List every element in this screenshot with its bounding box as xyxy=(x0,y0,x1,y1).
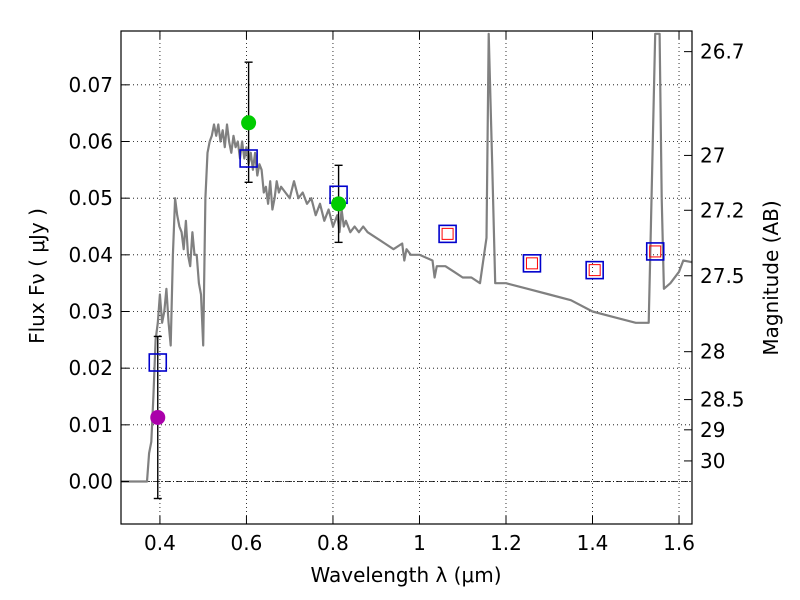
y-tick-label: 0.04 xyxy=(68,243,113,267)
magnitude-tick-label: 27.2 xyxy=(700,198,745,222)
y-tick-label: 0.02 xyxy=(68,356,113,380)
photometry-square-marker xyxy=(522,254,542,273)
measurement-point xyxy=(241,115,257,131)
y-tick-label: 0.03 xyxy=(68,300,113,324)
plot-frame xyxy=(120,30,693,525)
y-tick-label: 0.01 xyxy=(68,413,113,437)
grid-lines xyxy=(121,31,692,524)
y-axis-title: Flux Fν ( μJy ) xyxy=(25,208,49,344)
magnitude-tick-label: 30 xyxy=(700,449,725,473)
y-axis-ticks: 0.00 0.01 0.02 0.03 0.04 0.05 0.06 0.07 xyxy=(68,73,129,494)
y-tick-label: 0.00 xyxy=(68,470,113,494)
data-markers xyxy=(148,115,665,425)
photometry-inner-square-marker xyxy=(525,257,538,270)
photometry-square-marker xyxy=(148,353,168,372)
x-tick-label: 1 xyxy=(413,531,426,555)
y-tick-label: 0.07 xyxy=(68,73,113,97)
magnitude-tick-label: 26.7 xyxy=(700,40,745,64)
magnitude-axis-ticks: 26.7 27 27.2 27.5 28 28.5 29 30 xyxy=(684,40,745,473)
photometry-inner-square-marker xyxy=(441,227,454,240)
x-tick-label: 0.6 xyxy=(231,531,263,555)
photometry-square-marker xyxy=(239,149,258,168)
magnitude-tick-label: 28 xyxy=(700,340,725,364)
magnitude-tick-label: 29 xyxy=(700,418,725,442)
photometry-square-marker xyxy=(438,224,457,244)
photometry-square-marker xyxy=(585,260,604,280)
y-tick-label: 0.06 xyxy=(68,130,113,154)
x-axis-title: Wavelength λ (μm) xyxy=(310,563,501,587)
photometry-inner-square-marker xyxy=(649,245,662,258)
x-tick-label: 1.6 xyxy=(663,531,695,555)
model-spectrum-line xyxy=(121,32,693,483)
measurement-point xyxy=(150,409,166,425)
x-tick-label: 0.8 xyxy=(317,531,349,555)
magnitude-tick-label: 27.5 xyxy=(700,264,745,288)
x-tick-label: 1.2 xyxy=(490,531,522,555)
photometry-inner-square-marker xyxy=(588,264,601,277)
y-tick-label: 0.05 xyxy=(68,186,113,210)
x-tick-label: 1.4 xyxy=(577,531,609,555)
x-axis-ticks: 0.4 0.6 0.8 1 1.2 1.4 1.6 xyxy=(144,31,695,555)
photometry-square-marker xyxy=(645,242,665,261)
magnitude-axis-title: Magnitude (AB) xyxy=(759,200,783,355)
magnitude-tick-label: 27 xyxy=(700,143,725,167)
measurement-point xyxy=(331,196,347,212)
magnitude-tick-label: 28.5 xyxy=(700,388,745,412)
x-tick-label: 0.4 xyxy=(144,531,176,555)
model-spectrum xyxy=(121,32,693,483)
